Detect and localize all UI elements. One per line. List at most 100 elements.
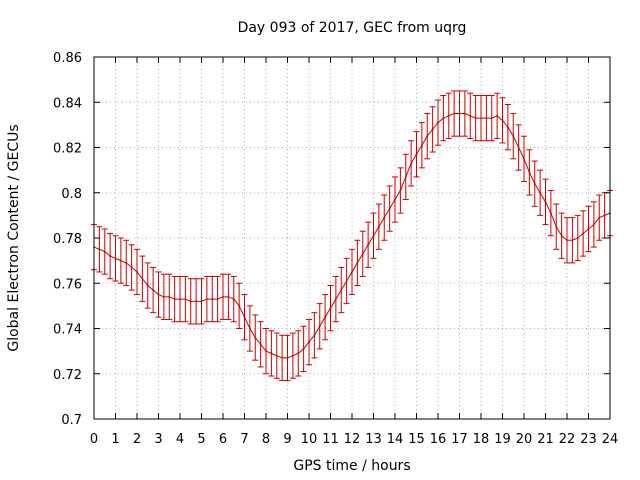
x-tick-label: 8 (262, 432, 270, 447)
data-point (426, 135, 429, 138)
data-point (259, 343, 262, 346)
error-bar (564, 217, 570, 264)
error-bar (117, 237, 124, 284)
data-point (291, 354, 294, 357)
y-tick-label: 0.78 (53, 232, 82, 247)
data-point (404, 176, 407, 178)
data-point (555, 225, 558, 228)
error-bar (279, 334, 286, 382)
data-point (162, 295, 165, 298)
error-bar (182, 275, 189, 323)
error-bar (456, 90, 463, 137)
data-point (501, 119, 504, 122)
data-point (485, 117, 488, 119)
data-point (512, 135, 515, 138)
error-bar (521, 135, 527, 182)
error-bar (354, 239, 361, 287)
error-bar (370, 212, 377, 259)
error-bar (268, 330, 275, 377)
error-bar (139, 255, 146, 302)
error-bar (553, 203, 560, 250)
error-bar (580, 210, 587, 257)
x-tick-label: 19 (494, 432, 511, 447)
error-bar (332, 275, 339, 323)
error-bar (300, 325, 307, 372)
x-tick-label: 4 (176, 432, 184, 447)
error-bar (295, 330, 302, 377)
y-tick-label: 0.7 (61, 413, 82, 428)
error-bar (359, 230, 366, 277)
error-bar (187, 278, 194, 325)
data-point (297, 352, 300, 355)
error-bar (322, 294, 329, 341)
data-point (458, 112, 461, 115)
data-point (222, 295, 224, 298)
x-tick-label: 23 (580, 432, 597, 447)
error-bar (257, 321, 264, 368)
error-bar (483, 94, 490, 142)
error-bar (160, 273, 167, 320)
x-tick-label: 3 (154, 432, 162, 447)
y-tick-labels: 0.7 0.72 0.74 0.76 0.78 0.8 0.82 0.84 0.86 (53, 51, 82, 428)
data-point (324, 316, 327, 319)
error-bar (171, 275, 178, 323)
data-point (334, 298, 337, 300)
data-point (286, 357, 289, 359)
error-bar (413, 131, 420, 178)
data-point (394, 198, 396, 201)
error-bar (338, 266, 345, 314)
y-tick-label: 0.76 (53, 277, 82, 292)
data-point (141, 277, 144, 280)
error-bar (526, 149, 533, 196)
error-bar (499, 97, 506, 144)
data-point (98, 248, 101, 251)
data-point (598, 216, 601, 219)
x-tick-label: 12 (344, 432, 361, 447)
error-bar (101, 228, 108, 275)
data-point (523, 157, 525, 160)
data-point (189, 300, 192, 303)
data-point (356, 261, 359, 264)
error-bar (327, 285, 334, 332)
error-bar (375, 203, 382, 250)
error-bar (284, 334, 291, 382)
error-bar (435, 99, 441, 146)
data-point (103, 250, 106, 253)
x-tick-label: 17 (451, 432, 468, 447)
error-bar (96, 226, 103, 273)
error-bar (155, 271, 162, 318)
data-point (109, 255, 112, 257)
error-bar (596, 194, 603, 241)
error-bar (123, 239, 130, 287)
error-bar (386, 185, 393, 232)
data-point (361, 252, 364, 255)
error-bar (451, 90, 458, 137)
data-point (571, 239, 574, 242)
data-point (308, 341, 310, 343)
data-point (318, 325, 321, 328)
error-bar (397, 167, 404, 214)
data-point (453, 112, 456, 115)
data-point (168, 295, 171, 298)
error-bar (531, 160, 538, 207)
x-tick-label: 14 (387, 432, 404, 447)
x-tick-label: 2 (133, 432, 141, 447)
data-point (592, 223, 595, 226)
error-bar (193, 278, 200, 325)
chart-title: Day 093 of 2017, GEC from uqrg (238, 20, 467, 36)
error-bar (504, 104, 511, 151)
data-point (340, 289, 343, 291)
data-point (130, 266, 133, 269)
error-bar (107, 232, 114, 280)
x-tick-label: 13 (365, 432, 382, 447)
y-tick-label: 0.86 (53, 51, 82, 66)
error-bar (365, 221, 372, 268)
data-point (313, 334, 316, 337)
error-bar (445, 92, 452, 139)
x-tick-label: 21 (537, 432, 554, 447)
x-tick-label: 6 (219, 432, 227, 447)
error-bar (429, 106, 436, 153)
error-bar (349, 248, 355, 296)
data-point (480, 117, 482, 119)
